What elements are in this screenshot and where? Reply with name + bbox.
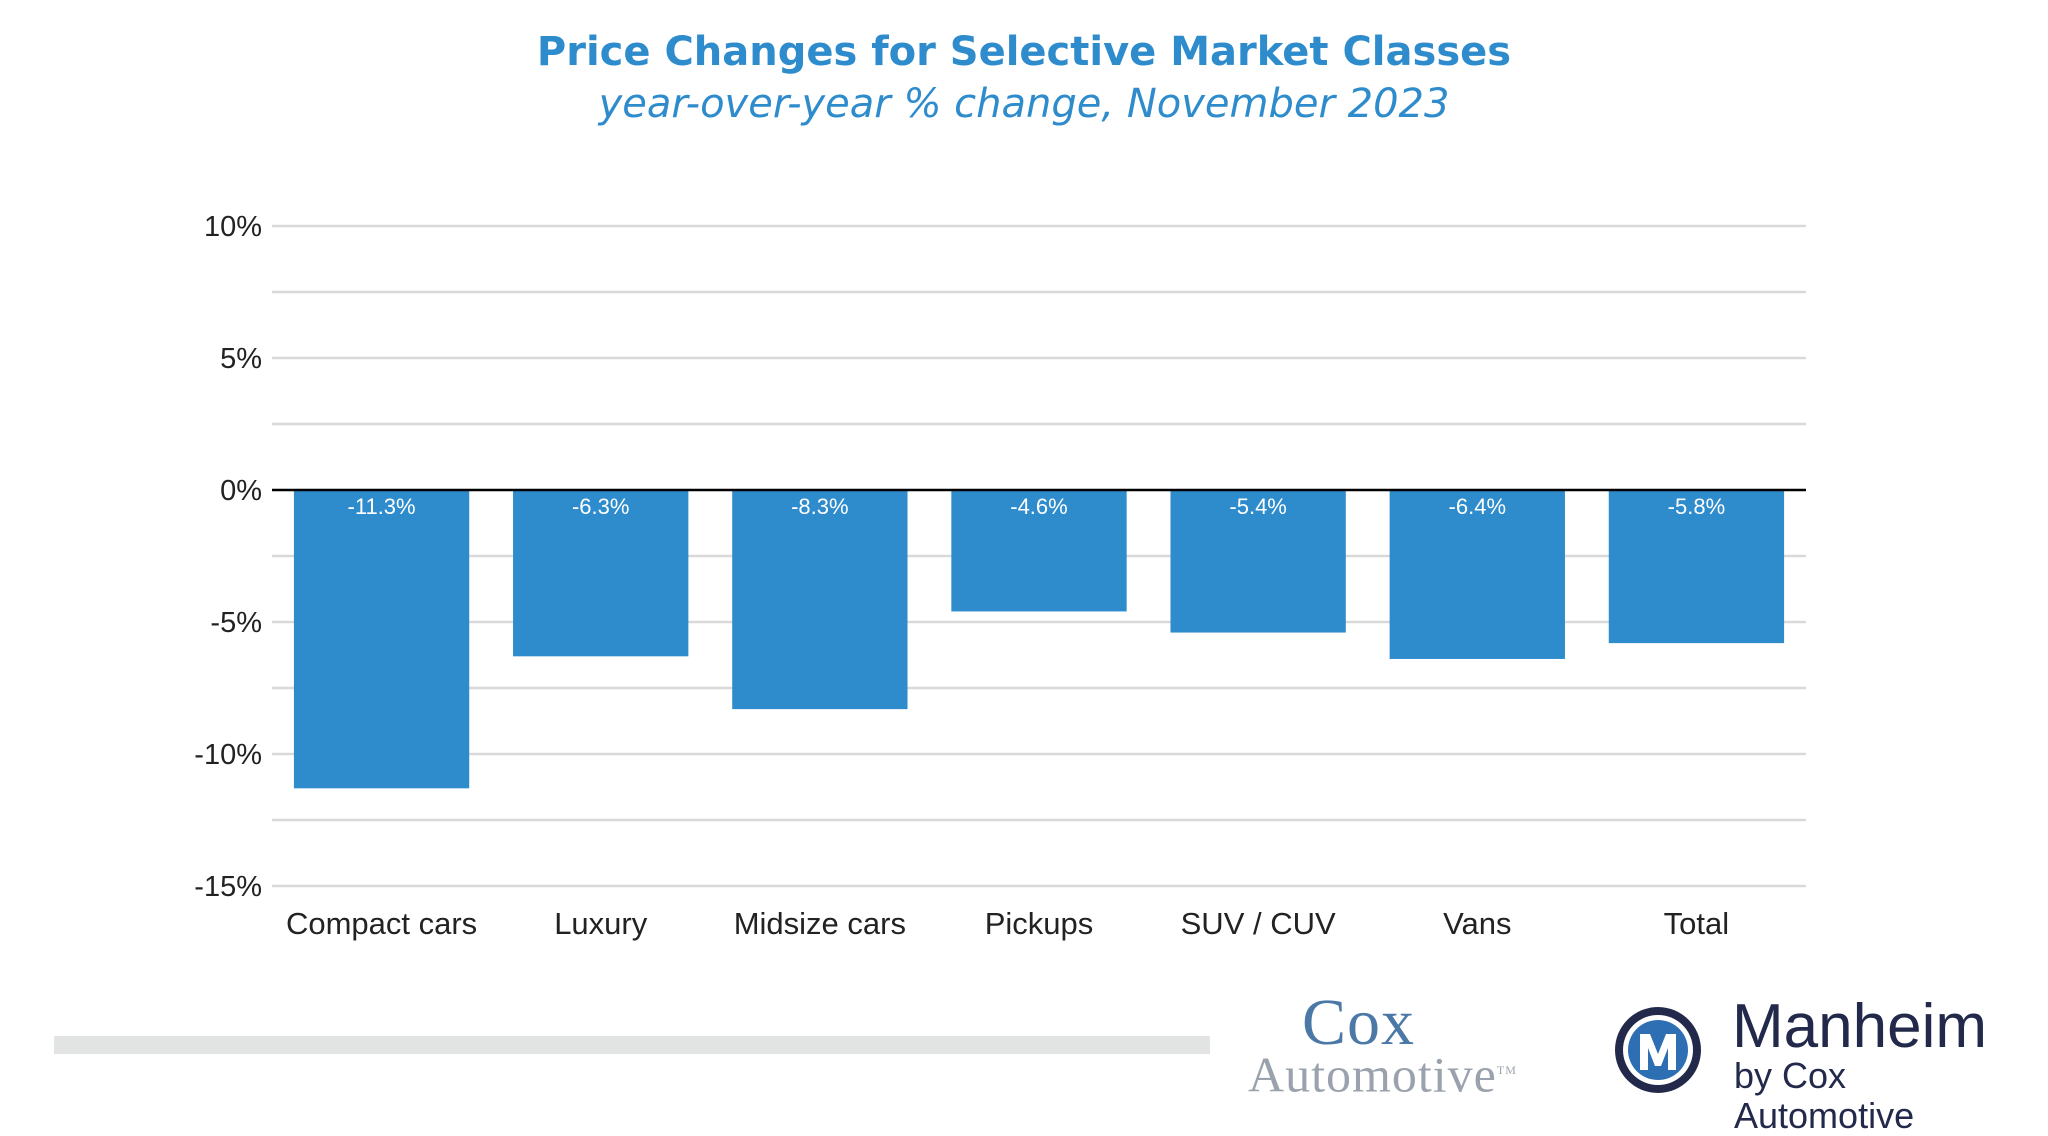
x-category-label: Vans xyxy=(1443,906,1511,941)
cox-automotive-logo: Cox AutomotiveTM xyxy=(1246,986,1576,1103)
cox-logo-word: Cox xyxy=(1302,986,1416,1059)
bars xyxy=(293,490,1785,789)
data-label: -8.3% xyxy=(791,494,848,519)
y-tick-label: 10% xyxy=(204,211,262,243)
data-labels: -11.3% -6.3% -8.3% -4.6% -5.4% -6.4% -5.8% xyxy=(348,494,1726,519)
data-label: -11.3% xyxy=(348,494,416,519)
manheim-m-icon xyxy=(1615,1007,1701,1093)
y-tick-label: -15% xyxy=(194,871,262,903)
manheim-tagline: by Cox Automotive xyxy=(1734,1055,1915,1136)
bar xyxy=(732,490,908,710)
y-tick-label: -5% xyxy=(210,607,262,639)
automotive-logo-word: AutomotiveTM xyxy=(1248,1046,1517,1103)
bar xyxy=(293,490,470,789)
y-tick-label: 5% xyxy=(220,343,262,375)
y-axis-ticks: 10% 5% 0% -5% -10% -15% xyxy=(194,211,262,903)
bar xyxy=(1170,490,1346,633)
x-category-label: Luxury xyxy=(554,906,648,941)
manheim-wordmark: Manheim xyxy=(1732,992,1987,1061)
x-axis-labels: Compact cars Luxury Midsize cars Pickups SUV… xyxy=(286,906,1729,941)
x-category-label: Compact cars xyxy=(286,906,477,941)
manheim-logo: Manheim by Cox Automotive xyxy=(1612,992,2032,1136)
bar xyxy=(1608,490,1785,644)
data-label: -6.3% xyxy=(572,494,629,519)
data-label: -5.8% xyxy=(1668,494,1725,519)
data-label: -6.4% xyxy=(1449,494,1506,519)
bar xyxy=(513,490,689,657)
chart-title: Price Changes for Selective Market Class… xyxy=(536,29,1512,75)
y-tick-label: -10% xyxy=(194,739,262,771)
data-label: -5.4% xyxy=(1229,494,1286,519)
chart-header: Price Changes for Selective Market Class… xyxy=(0,26,2048,130)
x-category-label: Total xyxy=(1664,906,1729,941)
bar xyxy=(951,490,1127,612)
chart-subtitle: year-over-year % change, November 2023 xyxy=(598,81,1450,127)
y-tick-label: 0% xyxy=(220,475,262,507)
data-label: -4.6% xyxy=(1010,494,1067,519)
bar-chart: -11.3% -6.3% -8.3% -4.6% -5.4% -6.4% -5.8% 10%… xyxy=(194,211,1806,941)
footer-divider-bar xyxy=(54,1036,1210,1054)
bar xyxy=(1389,490,1565,659)
x-category-label: Pickups xyxy=(985,906,1094,941)
x-category-label: Midsize cars xyxy=(734,906,906,941)
x-category-label: SUV / CUV xyxy=(1181,906,1336,941)
